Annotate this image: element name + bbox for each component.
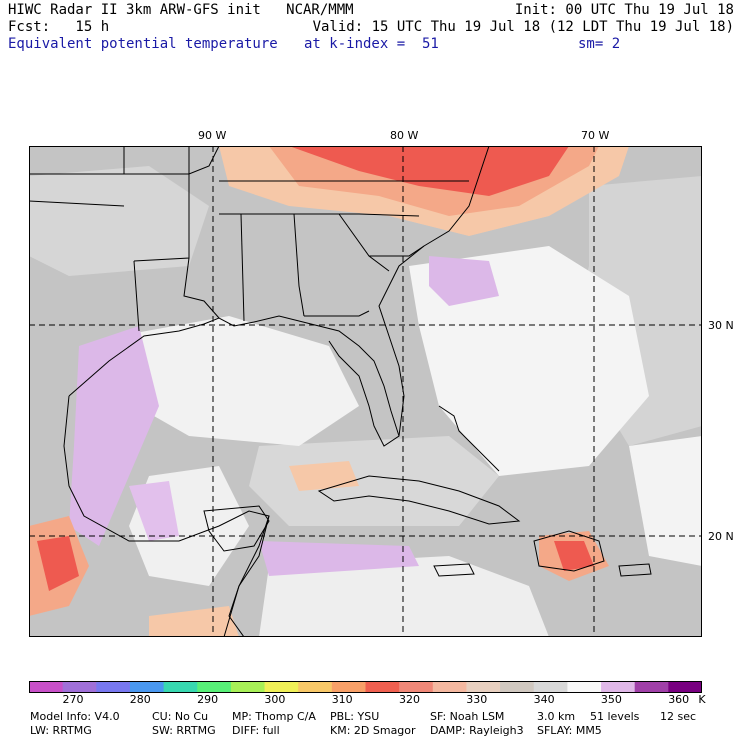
warm-spot-gulf	[149, 606, 239, 637]
state-border	[304, 310, 370, 317]
valid-time: Valid: 15 UTC Thu 19 Jul 18 (12 LDT Thu …	[312, 19, 734, 35]
legend-tick-label: 340	[533, 693, 555, 706]
weather-map	[29, 146, 702, 637]
footer-item: LW: RRTMG	[30, 724, 92, 737]
warm-spot-mexico	[37, 536, 79, 591]
legend-unit: K	[698, 693, 706, 706]
warm-band-north	[289, 146, 569, 196]
legend-swatch	[432, 681, 467, 693]
state-border	[369, 245, 425, 257]
level-index: at k-index = 51	[304, 36, 439, 52]
footer-item: 51 levels	[590, 710, 640, 723]
state-border	[124, 146, 220, 175]
smoothing-value: sm= 2	[578, 36, 621, 52]
legend-tick-label: 360	[668, 693, 690, 706]
lat-label-20n: 20 N	[708, 530, 734, 543]
footer-item: CU: No Cu	[152, 710, 209, 723]
header-title: HIWC Radar II 3km ARW-GFS init NCAR/MMM	[8, 2, 354, 18]
legend-swatch	[96, 681, 131, 693]
state-border	[133, 260, 140, 332]
color-legend	[29, 681, 702, 693]
lon-label-90w: 90 W	[198, 129, 227, 142]
lon-label-70w: 70 W	[581, 129, 610, 142]
white-cloud-region	[119, 316, 359, 446]
footer-item: SF: Noah LSM	[430, 710, 505, 723]
legend-swatch	[129, 681, 165, 693]
legend-swatch	[29, 681, 64, 693]
legend-swatch	[634, 681, 669, 693]
legend-swatch	[466, 681, 501, 693]
legend-swatch	[230, 681, 266, 693]
lavender-region	[429, 256, 499, 306]
footer-item: KM: 2D Smagor	[330, 724, 416, 737]
footer-item: 3.0 km	[537, 710, 576, 723]
cuba-outline	[317, 475, 521, 525]
warm-spot-hispaniola	[554, 541, 594, 571]
us-gulf-coastline	[68, 315, 400, 447]
light-gray-region	[29, 166, 209, 276]
legend-tick-label: 300	[264, 693, 286, 706]
white-cloud-region	[409, 246, 649, 476]
forecast-hour: Fcst: 15 h	[8, 19, 110, 35]
legend-swatch	[264, 681, 299, 693]
bahamas-outline	[438, 405, 500, 472]
legend-swatch	[62, 681, 97, 693]
legend-swatch	[197, 681, 232, 693]
legend-swatch	[601, 681, 636, 693]
legend-swatch	[163, 681, 198, 693]
legend-swatch	[533, 681, 568, 693]
footer-item: PBL: YSU	[330, 710, 380, 723]
puerto-rico-outline	[618, 563, 652, 577]
lat-label-30n: 30 N	[708, 319, 734, 332]
footer-item: 12 sec	[660, 710, 697, 723]
legend-swatch	[365, 681, 400, 693]
footer-item: SFLAY: MM5	[537, 724, 602, 737]
state-border	[29, 200, 125, 207]
central-america-outline	[228, 515, 270, 637]
hispaniola-outline	[533, 530, 605, 572]
legend-swatch	[399, 681, 434, 693]
legend-swatch	[298, 681, 333, 693]
legend-swatch	[567, 681, 602, 693]
footer-item: DIFF: full	[232, 724, 280, 737]
lavender-region	[129, 481, 179, 541]
lon-label-80w: 80 W	[390, 129, 419, 142]
light-gray-region	[249, 436, 499, 526]
white-cloud-region	[259, 556, 549, 637]
footer-item: MP: Thomp C/A	[232, 710, 316, 723]
state-border	[293, 213, 305, 317]
legend-frame	[29, 681, 702, 693]
mexico-coastline	[63, 395, 270, 637]
footer-item: SW: RRTMG	[152, 724, 216, 737]
state-border	[240, 213, 245, 322]
jamaica-outline	[433, 563, 475, 577]
state-border	[219, 213, 420, 217]
legend-tick-label: 320	[399, 693, 420, 706]
legend-swatch	[331, 681, 366, 693]
yucatan-outline	[203, 505, 270, 552]
legend-tick-label: 350	[600, 693, 622, 706]
legend-swatch	[668, 681, 702, 693]
white-cloud-region	[629, 436, 702, 566]
legend-tick-label: 330	[466, 693, 488, 706]
warm-spot-caribbean	[289, 461, 359, 491]
footer-item: Model Info: V4.0	[30, 710, 120, 723]
legend-swatch	[500, 681, 535, 693]
legend-tick-label: 290	[197, 693, 219, 706]
state-border	[183, 257, 220, 319]
lavender-region	[259, 541, 419, 576]
map-frame	[29, 146, 702, 637]
legend-tick-label: 270	[62, 693, 84, 706]
field-name: Equivalent potential temperature	[8, 36, 278, 52]
us-atlantic-coastline	[378, 146, 490, 437]
legend-tick-label: 310	[331, 693, 353, 706]
init-time: Init: 00 UTC Thu 19 Jul 18	[514, 2, 734, 18]
legend-tick-label: 280	[129, 693, 151, 706]
footer-item: DAMP: Rayleigh3	[430, 724, 524, 737]
lavender-region	[69, 326, 159, 546]
